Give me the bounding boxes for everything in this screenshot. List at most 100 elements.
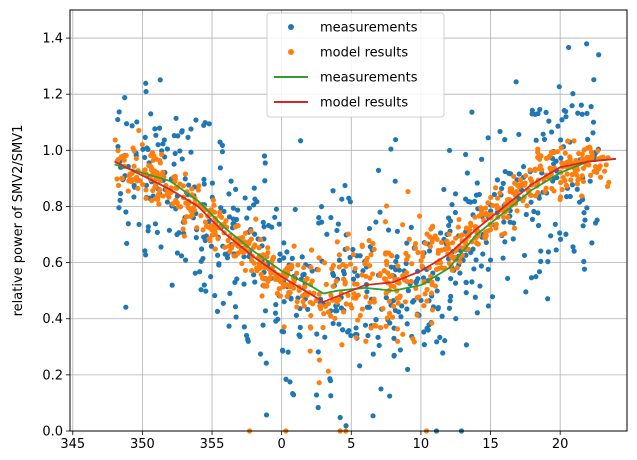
y-tick-label: 0.6: [42, 256, 63, 271]
model-result-point: [446, 231, 452, 237]
model-result-point: [580, 178, 587, 185]
measurement-point: [463, 342, 470, 348]
model-result-point: [291, 243, 297, 249]
model-result-point: [573, 157, 579, 164]
model-result-point: [218, 214, 225, 220]
measurement-point: [281, 240, 287, 246]
model-result-point: [512, 180, 518, 186]
measurement-point: [516, 171, 522, 177]
legend-label: measurements: [320, 71, 418, 86]
y-tick-label: 0.8: [42, 200, 63, 215]
model-result-point: [532, 166, 538, 172]
measurement-point: [281, 299, 287, 305]
measurement-point: [447, 298, 453, 304]
model-result-point: [576, 176, 582, 182]
measurement-point: [575, 110, 581, 116]
model-result-point: [140, 181, 146, 188]
measurement-point: [476, 191, 482, 198]
measurement-point: [388, 264, 394, 270]
measurement-point: [350, 276, 357, 282]
model-result-point: [235, 222, 241, 229]
model-result-point: [424, 286, 430, 293]
measurement-point: [589, 240, 595, 246]
measurement-point: [434, 276, 441, 282]
model-result-point: [408, 278, 414, 285]
model-result-point: [254, 268, 260, 274]
measurement-point: [360, 268, 366, 274]
model-result-point: [351, 281, 358, 287]
measurement-point: [182, 176, 188, 182]
legend-box: [266, 12, 445, 118]
model-result-point: [182, 219, 188, 225]
measurement-point: [226, 191, 232, 197]
measurement-point: [394, 254, 400, 260]
measurement-point: [290, 391, 296, 397]
model-result-point: [493, 225, 499, 231]
measurement-point: [404, 321, 410, 327]
model-result-point: [261, 282, 267, 288]
model-result-point: [316, 380, 322, 386]
measurement-point: [241, 254, 247, 260]
model-result-point: [411, 339, 417, 345]
model-result-point: [604, 183, 611, 189]
model-result-point: [300, 298, 306, 305]
model-result-point: [123, 152, 129, 159]
measurement-point: [197, 269, 203, 275]
model-result-point: [419, 263, 425, 269]
measurement-point: [152, 126, 158, 132]
y-tick-label: 1.0: [42, 144, 63, 159]
model-result-point: [325, 368, 331, 374]
model-result-point: [465, 246, 471, 252]
x-tick-label: 345: [60, 437, 85, 452]
measurement-point: [567, 193, 573, 200]
measurement-point: [392, 137, 399, 143]
measurement-point: [366, 304, 372, 310]
measurement-point: [164, 146, 170, 152]
measurement-point: [541, 136, 548, 142]
measurement-point: [533, 274, 539, 280]
measurement-point: [571, 248, 577, 254]
measurement-point: [131, 194, 137, 200]
measurement-point: [161, 137, 167, 143]
model-result-point: [225, 237, 231, 244]
model-result-point: [501, 214, 507, 220]
model-result-point: [517, 177, 524, 183]
measurement-point: [584, 41, 590, 47]
measurement-point: [324, 231, 330, 237]
measurement-point: [540, 131, 546, 137]
model-result-point: [439, 247, 445, 253]
x-tick-label: 5: [347, 437, 355, 452]
measurement-point: [480, 251, 486, 257]
model-result-point: [291, 285, 297, 291]
model-result-point: [437, 260, 444, 266]
measurement-point: [578, 102, 584, 108]
model-result-point: [202, 219, 208, 225]
measurement-point: [330, 272, 337, 279]
measurement-point: [140, 146, 146, 152]
measurement-point: [201, 282, 207, 288]
legend-marker: [288, 49, 294, 55]
model-result-point: [602, 168, 608, 174]
measurement-point: [201, 176, 207, 182]
model-result-point: [209, 227, 215, 233]
measurement-point: [336, 321, 342, 327]
measurement-point: [397, 347, 403, 353]
model-result-point: [248, 228, 254, 234]
measurement-point: [186, 182, 192, 188]
measurement-point: [134, 119, 140, 125]
measurement-point: [502, 239, 508, 245]
model-result-point: [119, 175, 125, 181]
model-result-point: [558, 145, 564, 151]
measurement-point: [487, 257, 494, 263]
measurement-point: [557, 236, 564, 242]
model-result-point: [382, 219, 388, 225]
measurements-line: [114, 157, 616, 295]
measurement-point: [378, 386, 384, 392]
measurement-point: [174, 231, 180, 238]
measurement-point: [261, 224, 267, 230]
model-result-point: [528, 178, 535, 184]
model-result-point: [488, 194, 494, 201]
model-result-point: [514, 208, 520, 214]
model-result-point: [270, 256, 276, 262]
model-result-point: [211, 202, 217, 208]
